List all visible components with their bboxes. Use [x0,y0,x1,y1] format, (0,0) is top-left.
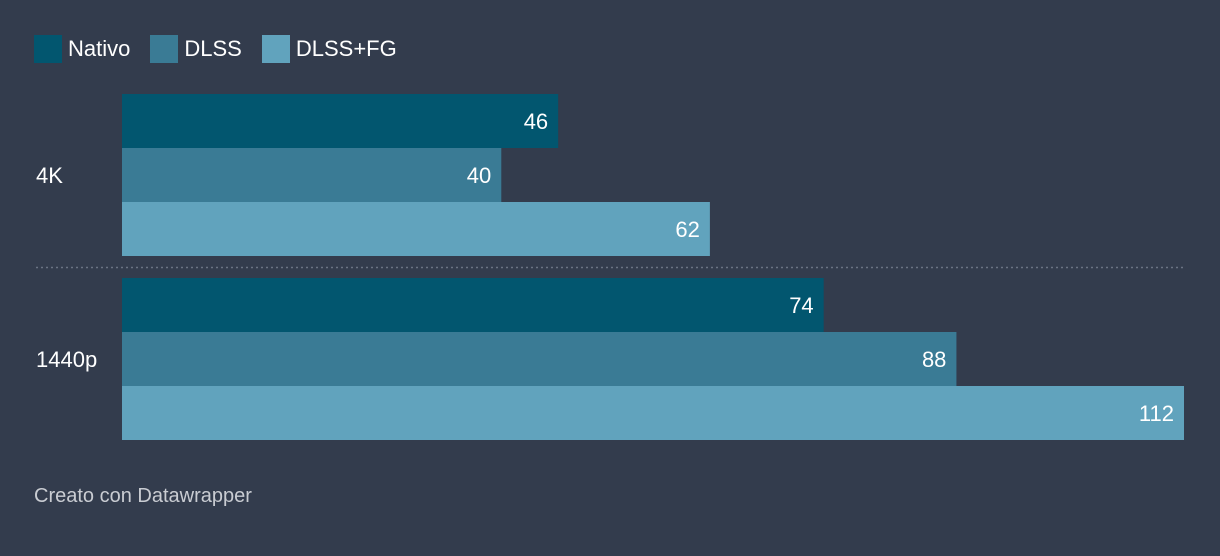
value-label-4k-dlss: 40 [467,163,491,188]
value-label-1440p-nativo: 74 [789,293,813,318]
value-label-1440p-dlss: 88 [922,347,946,372]
legend: Nativo DLSS DLSS+FG [34,34,417,64]
legend-label-nativo: Nativo [68,36,131,61]
value-label-1440p-dlss-fg: 112 [1139,401,1174,426]
footer-credit: Creato con Datawrapper [34,485,252,507]
value-label-4k-dlss-fg: 62 [675,217,699,242]
legend-item-dlss: DLSS [150,35,242,63]
category-label-1440p: 1440p [36,347,97,372]
bar-4k-dlss-fg [122,202,710,256]
legend-swatch-nativo [34,35,62,63]
bar-4k-dlss [122,148,502,202]
bar-1440p-nativo [122,278,824,332]
bar-1440p-dlss-fg [122,386,1184,440]
bar-4k-nativo [122,94,559,148]
category-label-4k: 4K [36,163,63,188]
legend-swatch-dlss-fg [261,35,290,63]
legend-label-dlss: DLSS [184,36,242,61]
legend-item-dlss-fg: DLSS+FG [261,35,397,63]
legend-swatch-dlss [150,35,179,63]
legend-item-nativo: Nativo [34,35,130,63]
bar-1440p-dlss [122,332,957,386]
legend-label-dlss-fg: DLSS+FG [295,36,397,61]
value-label-4k-nativo: 46 [524,109,548,134]
